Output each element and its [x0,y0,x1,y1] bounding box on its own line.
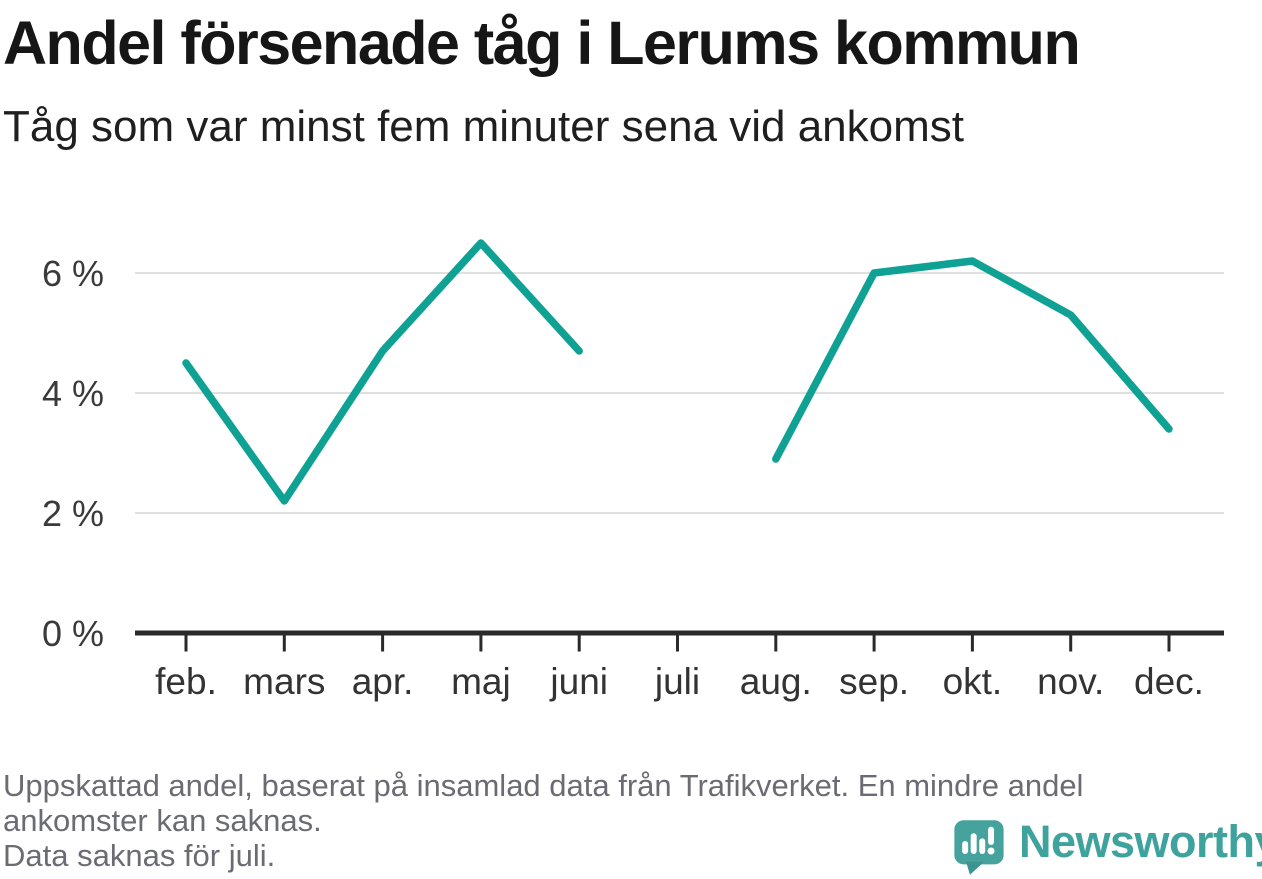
x-axis-tick-label: sep. [839,661,909,702]
x-axis-tick-label: maj [451,661,511,702]
footnote-line: ankomster kan saknas. [3,803,322,838]
line-chart: 0 % 2 % 4 % 6 % feb. mars apr. maj juni juli aug.… [42,239,1224,702]
chart-title: Andel försenade tåg i Lerums kommun [3,9,1081,77]
y-axis-labels: 0 % 2 % 4 % 6 % [42,253,104,654]
y-axis-tick-label: 6 % [42,253,104,294]
data-line-segment [772,257,1173,463]
x-axis-labels: feb. mars apr. maj juni juli aug. sep. okt. nov. d… [155,661,1204,702]
y-axis-tick-label: 4 % [42,373,104,414]
y-axis-tick-label: 2 % [42,493,104,534]
x-axis-tick-label: aug. [740,661,812,702]
newsworthy-speech-bubble-bar-chart-icon [954,820,1004,875]
newsworthy-logo: Newsworthy [953,819,1262,876]
x-axis-tick-label: apr. [352,661,414,702]
x-axis-tick-label: juli [654,661,700,702]
x-axis-tick-label: nov. [1037,661,1104,702]
data-line-segment [182,239,583,505]
x-axis-tick-label: okt. [943,661,1003,702]
chart-subtitle: Tåg som var minst fem minuter sena vid a… [3,102,964,151]
x-axis-ticks [184,635,1171,652]
x-axis-tick-label: feb. [155,661,217,702]
y-axis-tick-label: 0 % [42,613,104,654]
x-axis-tick-label: mars [243,661,325,702]
x-axis-tick-label: dec. [1134,661,1204,702]
gridlines [135,272,1224,514]
footnote: Uppskattad andel, baserat på insamlad da… [3,768,1083,873]
data-line-series [182,239,1173,505]
footnote-line: Uppskattad andel, baserat på insamlad da… [3,768,1084,803]
x-axis-tick-label: juni [549,661,608,702]
newsworthy-wordmark: Newsworthy [1019,816,1262,867]
footnote-line: Data saknas för juli. [3,838,276,873]
